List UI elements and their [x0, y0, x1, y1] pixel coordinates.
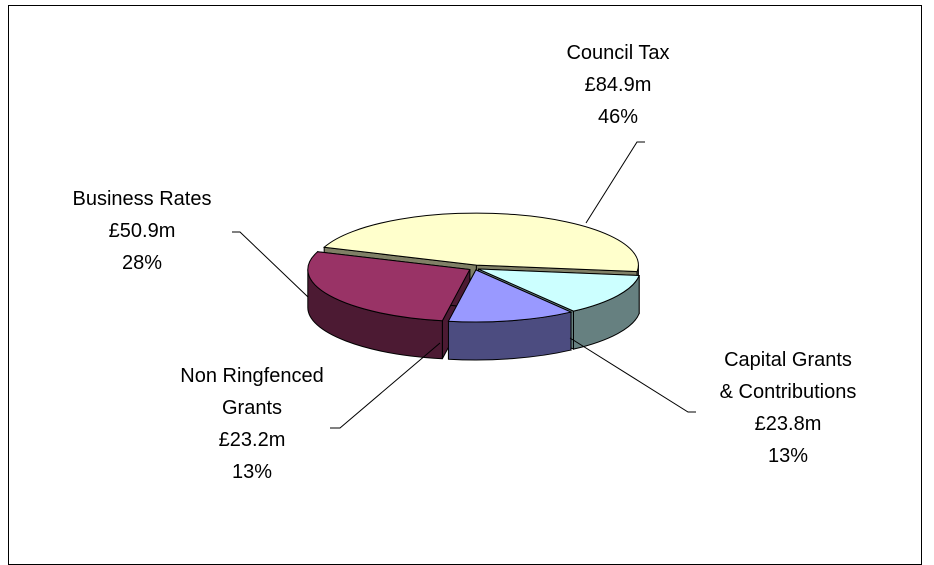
pie-chart: Council Tax £84.9m 46% Capital Grants & … — [73, 42, 857, 483]
business-rates-amount: £50.9m — [109, 220, 176, 242]
non-ringfenced-amount: £23.2m — [219, 429, 286, 451]
pie-tops — [307, 212, 640, 323]
capital-grants-percent: 13% — [768, 445, 808, 467]
business-rates-percent: 28% — [122, 252, 162, 274]
non-ringfenced-percent: 13% — [232, 461, 272, 483]
leader-line-business-rates — [232, 231, 309, 298]
leader-line-capital-grants — [569, 337, 696, 413]
leader-line-non-ringfenced-grants — [330, 342, 441, 429]
capital-grants-name-line1: Capital Grants — [724, 349, 852, 371]
council-tax-percent: 46% — [598, 106, 638, 128]
slice-council-tax-top — [323, 212, 639, 273]
slice-non-ringfenced-grants-top — [447, 269, 573, 323]
non-ringfenced-name-line1: Non Ringfenced — [180, 365, 323, 387]
leader-line-council-tax — [585, 141, 645, 224]
business-rates-name: Business Rates — [73, 188, 212, 210]
label-council-tax: Council Tax £84.9m 46% — [566, 42, 669, 128]
capital-grants-name-line2: & Contributions — [720, 381, 857, 403]
non-ringfenced-name-line2: Grants — [222, 397, 282, 419]
label-business-rates: Business Rates £50.9m 28% — [73, 188, 212, 274]
council-tax-amount: £84.9m — [585, 74, 652, 96]
slice-capital-grants-top — [478, 268, 640, 312]
label-capital-grants: Capital Grants & Contributions £23.8m 13… — [720, 349, 857, 467]
council-tax-name: Council Tax — [566, 42, 669, 64]
label-non-ringfenced-grants: Non Ringfenced Grants £23.2m 13% — [180, 365, 323, 483]
leader-lines — [232, 141, 696, 429]
capital-grants-amount: £23.8m — [755, 413, 822, 435]
slice-business-rates-top — [307, 251, 471, 322]
